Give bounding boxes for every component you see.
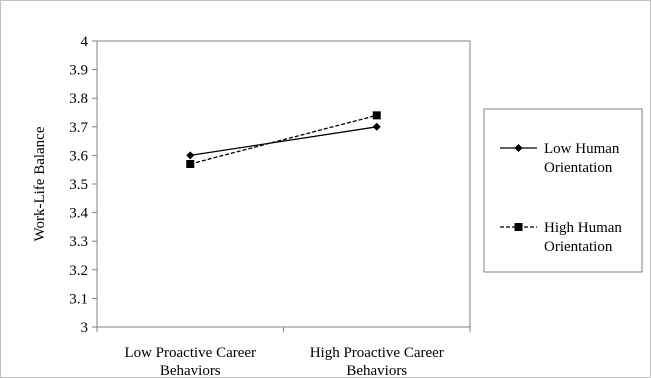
legend-entry: Low Human Orientation bbox=[500, 141, 620, 176]
y-tick-label: 3.5 bbox=[69, 177, 88, 193]
data-point bbox=[186, 151, 195, 160]
y-tick-label: 3.9 bbox=[69, 63, 88, 79]
legend-marker bbox=[514, 223, 523, 231]
y-tick-label: 3.1 bbox=[69, 291, 88, 307]
y-tick-label: 3.8 bbox=[69, 91, 88, 107]
data-point bbox=[372, 122, 381, 131]
y-tick-label: 3.2 bbox=[69, 263, 88, 279]
series-layer bbox=[186, 111, 381, 168]
legend-entry: High Human Orientation bbox=[500, 220, 622, 255]
legend: Low Human Orientation High Human Orientatio… bbox=[483, 108, 643, 273]
legend-label: Orientation bbox=[544, 160, 613, 176]
y-tick-label: 4 bbox=[81, 34, 89, 50]
legend-box bbox=[483, 108, 643, 273]
data-point bbox=[372, 111, 381, 120]
x-category-label: Behaviors bbox=[160, 363, 221, 378]
y-axis: 3 3.1 3.2 3.3 3.4 3.5 3.6 3.7 3.8 3.9 4 bbox=[69, 34, 97, 336]
series-line bbox=[190, 126, 377, 157]
y-tick-label: 3.6 bbox=[69, 148, 88, 164]
y-tick-label: 3.3 bbox=[69, 234, 88, 250]
x-category-label: Behaviors bbox=[346, 363, 407, 378]
y-tick-label: 3 bbox=[81, 320, 89, 336]
x-category-label: High Proactive Career bbox=[310, 345, 444, 361]
legend-label: Low Human bbox=[544, 141, 620, 157]
series-line bbox=[190, 114, 377, 165]
y-tick-label: 3.4 bbox=[69, 206, 88, 222]
y-tick-label: 3.7 bbox=[69, 120, 88, 136]
y-axis-title: Work-Life Balance bbox=[32, 126, 48, 241]
legend-label: Orientation bbox=[544, 239, 613, 255]
data-point bbox=[186, 159, 195, 168]
x-axis: Low Proactive Career Behaviors High Proact… bbox=[96, 327, 471, 378]
x-category-label: Low Proactive Career bbox=[124, 345, 256, 361]
legend-marker bbox=[514, 144, 523, 152]
series-1 bbox=[186, 122, 381, 160]
series-2 bbox=[186, 111, 381, 168]
legend-label: High Human bbox=[544, 220, 622, 236]
